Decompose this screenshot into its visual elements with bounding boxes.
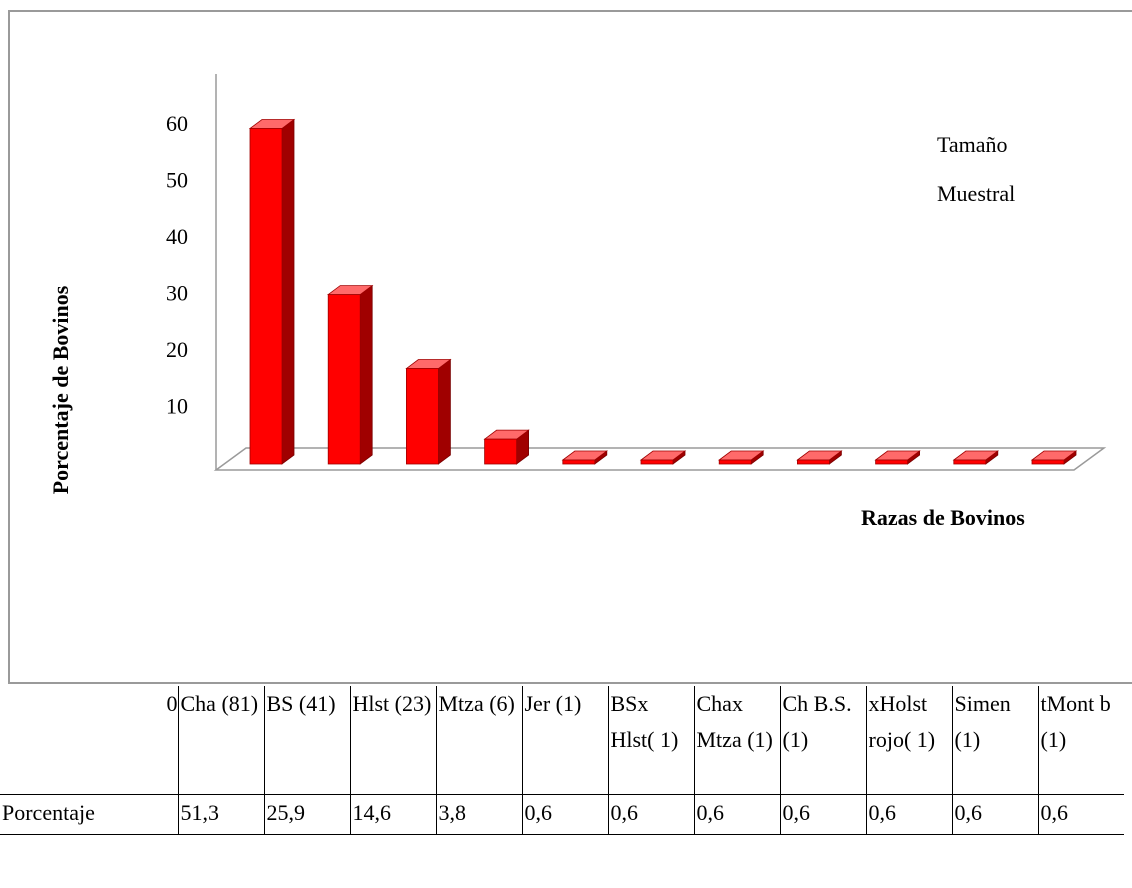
table-header-cell: tMont b (1) (1037, 686, 1124, 794)
table-header-cell: xHolst rojo( 1) (865, 686, 952, 794)
table-cell: 0,6 (607, 793, 694, 835)
y-axis-title: Porcentaje de Bovinos (48, 285, 73, 494)
bar-series (248, 118, 1078, 465)
table-cell: 14,6 (349, 793, 436, 835)
bar (1030, 450, 1078, 465)
table-row: Porcentaje 51,3 25,9 14,6 3,8 0,6 0,6 0,6 0,6 0,… (0, 793, 1124, 835)
table-header-cell: Cha (81) (177, 686, 264, 794)
data-table: 0 Cha (81) BS (41) Hlst (23) Mtza (6) Jer (1… (0, 686, 1124, 835)
y-tick-labels: 10 20 30 40 50 60 (166, 111, 188, 419)
bar-chart: 10 20 30 40 50 60 Tamaño Muestral Razas de Bo… (48, 74, 1107, 530)
table-cell: 51,3 (177, 793, 264, 835)
bar (248, 118, 296, 465)
table-row-label: Porcentaje (0, 793, 178, 835)
bar (718, 450, 765, 465)
table-header-cell: Ch B.S. (1) (779, 686, 866, 794)
table-cell: 3,8 (435, 793, 522, 835)
bar (952, 450, 999, 465)
bar (796, 450, 843, 465)
table-header-cell: BS (41) (263, 686, 350, 794)
table-header-cell: Jer (1) (521, 686, 608, 794)
table-cell: 0,6 (521, 793, 608, 835)
bar (327, 284, 374, 465)
table-header-cell: BSx Hlst( 1) (607, 686, 694, 794)
chart-frame: 10 20 30 40 50 60 Tamaño Muestral Razas de Bo… (8, 10, 1132, 684)
bar (483, 429, 530, 465)
bar (639, 450, 687, 465)
legend-line-2: Muestral (937, 181, 1015, 206)
bar (874, 450, 921, 465)
table-cell: 0,6 (951, 793, 1038, 835)
y-tick-label: 60 (166, 111, 188, 136)
table-header-row: 0 Cha (81) BS (41) Hlst (23) Mtza (6) Jer (1… (0, 686, 1124, 794)
bar (561, 450, 608, 465)
table-header-cell: Mtza (6) (435, 686, 522, 794)
table-header-cell: Hlst (23) (349, 686, 436, 794)
y-tick-label: 20 (166, 337, 188, 362)
table-cell: 0,6 (1037, 793, 1124, 835)
y-tick-label: 10 (166, 394, 188, 419)
y-tick-label: 30 (166, 281, 188, 306)
table-cell: 25,9 (263, 793, 350, 835)
table-zero-label: 0 (166, 691, 178, 716)
x-axis-title: Razas de Bovinos (861, 505, 1025, 530)
y-tick-label: 50 (166, 168, 188, 193)
legend-line-1: Tamaño (937, 132, 1008, 157)
bar (405, 358, 452, 465)
table-cell: 0,6 (865, 793, 952, 835)
table-header-cell: Simen (1) (951, 686, 1038, 794)
table-header-cell: Chax Mtza (1) (693, 686, 780, 794)
y-tick-label: 40 (166, 224, 188, 249)
table-cell: 0,6 (693, 793, 780, 835)
table-cell: 0,6 (779, 793, 866, 835)
